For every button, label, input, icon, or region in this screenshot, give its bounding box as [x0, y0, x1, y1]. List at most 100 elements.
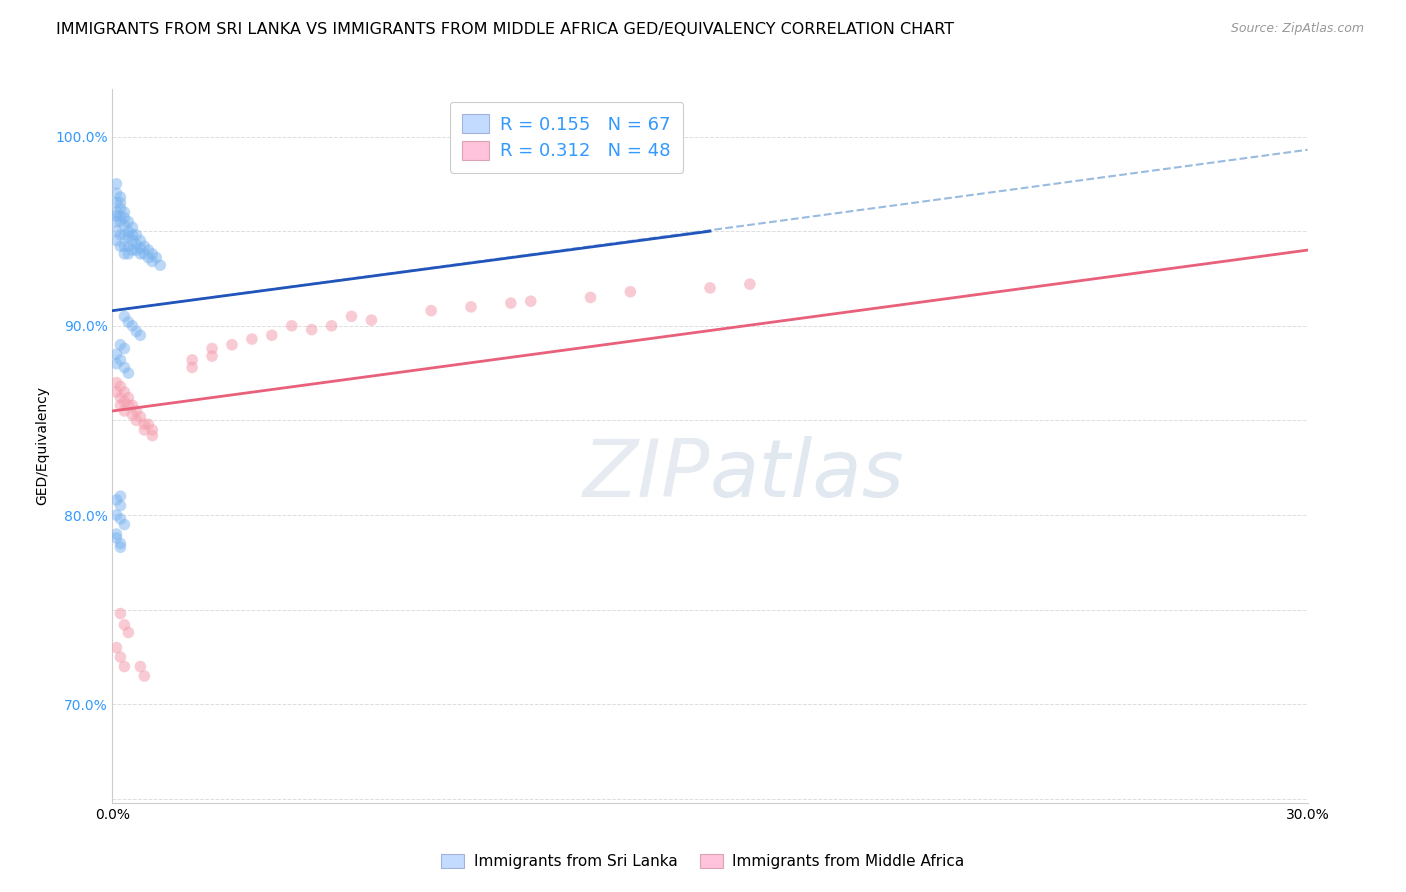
Point: [110, 379, 132, 393]
Point: [110, 536, 132, 550]
Text: IMMIGRANTS FROM SRI LANKA VS IMMIGRANTS FROM MIDDLE AFRICA GED/EQUIVALENCY CORRE: IMMIGRANTS FROM SRI LANKA VS IMMIGRANTS …: [56, 22, 955, 37]
Point: [138, 251, 160, 265]
Point: [114, 342, 135, 356]
Point: [105, 209, 128, 223]
Point: [121, 234, 143, 248]
Point: [117, 239, 139, 253]
Point: [260, 328, 283, 343]
Point: [117, 398, 139, 412]
Point: [110, 607, 132, 621]
Point: [114, 211, 135, 225]
Point: [110, 239, 132, 253]
Point: [110, 227, 132, 242]
Point: [738, 277, 761, 292]
Point: [129, 409, 152, 424]
Point: [105, 186, 128, 201]
Point: [125, 404, 148, 418]
Point: [201, 349, 224, 363]
Point: [125, 413, 148, 427]
Text: Source: ZipAtlas.com: Source: ZipAtlas.com: [1230, 22, 1364, 36]
Point: [125, 237, 148, 252]
Point: [145, 251, 167, 265]
Point: [110, 190, 132, 204]
Point: [114, 310, 135, 324]
Point: [117, 224, 139, 238]
Point: [114, 618, 135, 632]
Point: [134, 239, 156, 253]
Point: [114, 227, 135, 242]
Point: [114, 239, 135, 253]
Point: [110, 352, 132, 367]
Point: [114, 517, 135, 532]
Point: [121, 220, 143, 235]
Point: [149, 258, 172, 272]
Point: [134, 247, 156, 261]
Point: [360, 313, 382, 327]
Point: [117, 230, 139, 244]
Point: [117, 625, 139, 640]
Point: [117, 315, 139, 329]
Point: [134, 423, 156, 437]
Point: [114, 659, 135, 673]
Point: [114, 205, 135, 219]
Point: [110, 541, 132, 555]
Point: [125, 325, 148, 339]
Point: [117, 247, 139, 261]
Point: [110, 337, 132, 351]
Point: [114, 385, 135, 400]
Point: [110, 215, 132, 229]
Point: [110, 209, 132, 223]
Point: [114, 247, 135, 261]
Point: [114, 219, 135, 233]
Point: [499, 296, 522, 310]
Point: [105, 205, 128, 219]
Point: [105, 640, 128, 655]
Point: [129, 328, 152, 343]
Point: [129, 241, 152, 255]
Point: [138, 243, 160, 257]
Point: [240, 332, 263, 346]
Point: [105, 527, 128, 541]
Point: [125, 227, 148, 242]
Point: [105, 215, 128, 229]
Point: [141, 423, 163, 437]
Point: [141, 254, 163, 268]
Point: [281, 318, 304, 333]
Point: [110, 398, 132, 412]
Point: [129, 234, 152, 248]
Point: [121, 227, 143, 242]
Point: [321, 318, 343, 333]
Point: [181, 360, 204, 375]
Point: [138, 417, 160, 432]
Point: [105, 234, 128, 248]
Point: [520, 294, 543, 309]
Point: [181, 352, 204, 367]
Point: [105, 376, 128, 390]
Legend: R = 0.155   N = 67, R = 0.312   N = 48: R = 0.155 N = 67, R = 0.312 N = 48: [450, 102, 683, 173]
Point: [301, 322, 323, 336]
Point: [125, 243, 148, 257]
Point: [121, 408, 143, 422]
Point: [114, 360, 135, 375]
Point: [201, 342, 224, 356]
Point: [105, 224, 128, 238]
Point: [110, 489, 132, 503]
Point: [110, 195, 132, 210]
Point: [110, 512, 132, 526]
Point: [134, 417, 156, 432]
Point: [105, 492, 128, 507]
Point: [117, 366, 139, 380]
Text: atlas: atlas: [710, 435, 905, 514]
Point: [340, 310, 363, 324]
Point: [105, 531, 128, 545]
Point: [117, 215, 139, 229]
Point: [105, 508, 128, 522]
Point: [105, 177, 128, 191]
Point: [129, 247, 152, 261]
Text: ZIP: ZIP: [582, 435, 710, 514]
Point: [110, 499, 132, 513]
Point: [110, 650, 132, 665]
Y-axis label: GED/Equivalency: GED/Equivalency: [35, 386, 49, 506]
Point: [114, 394, 135, 409]
Point: [117, 391, 139, 405]
